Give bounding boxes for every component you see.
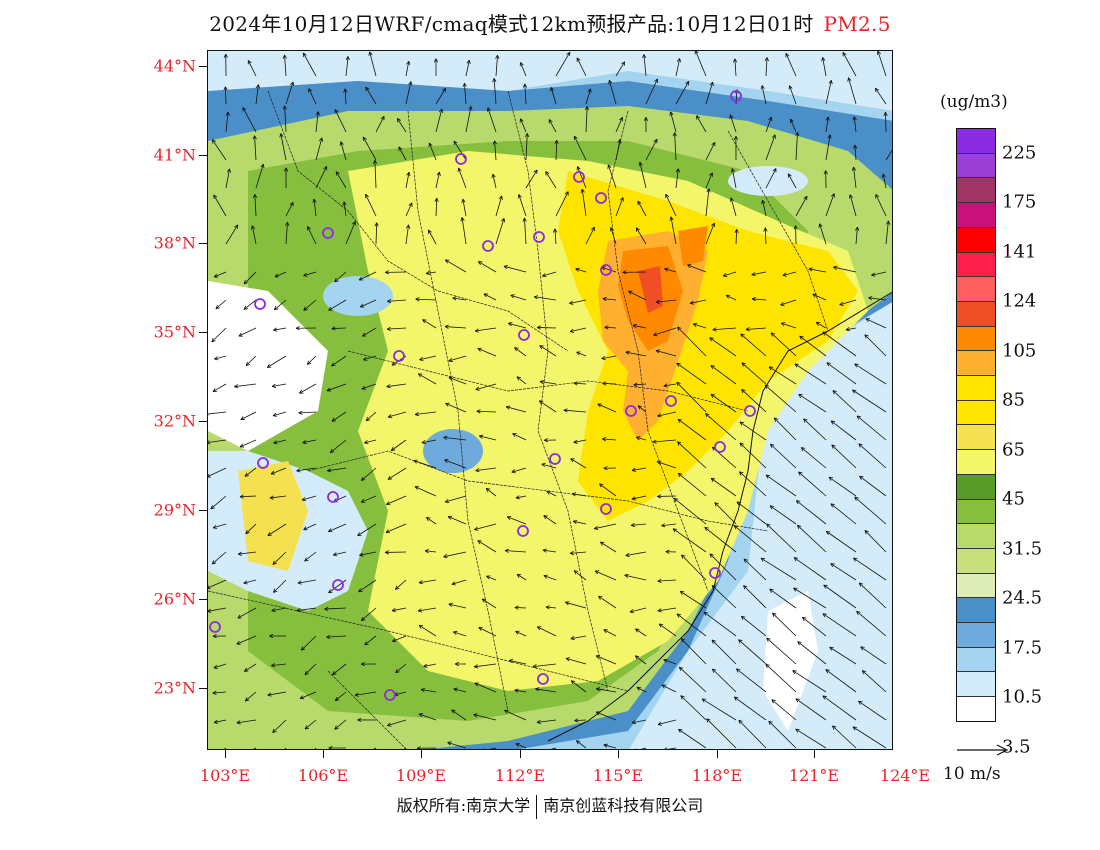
legend-swatch [957,400,995,426]
legend-label: 175 [1002,191,1037,213]
legend-swatch [957,178,995,204]
city-marker-icon [327,491,339,503]
legend-swatch [957,203,995,228]
city-marker-icon [518,329,530,341]
legend-swatch [957,647,995,673]
legend-unit: (ug/m3) [940,92,1008,112]
legend-label: 31.5 [1002,538,1043,560]
color-legend [956,128,996,722]
lat-label-41: 41°N [153,145,196,165]
legend-label: 85 [1002,389,1025,411]
legend-swatch [957,499,995,525]
copyright-divider [536,794,538,819]
legend-swatch [957,326,995,352]
legend-swatch [957,474,995,500]
legend-label: 45 [1002,488,1025,510]
map-canvas [208,51,892,749]
lon-label-112: 112°E [494,766,546,785]
legend-swatch [957,524,995,549]
pm25-concentration-map [207,50,893,750]
city-marker-icon [537,673,549,685]
lon-label-115: 115°E [592,766,644,785]
city-marker-icon [332,579,344,591]
legend-swatch [957,573,995,599]
copyright: 版权所有:南京大学 南京创蓝科技有限公司 [0,792,1100,819]
legend-swatch [957,623,995,648]
lon-label-106: 106°E [297,766,349,785]
legend-label: 17.5 [1002,637,1043,659]
lat-label-32: 32°N [153,411,196,431]
legend-label: 24.5 [1002,587,1043,609]
city-marker-icon [322,227,334,239]
lat-label-29: 29°N [153,500,196,520]
legend-label: 65 [1002,439,1025,461]
city-marker-icon [595,192,607,204]
lon-label-109: 109°E [395,766,447,785]
legend-swatch [957,697,995,721]
copyright-right: 南京创蓝科技有限公司 [543,796,704,815]
city-marker-icon [517,525,529,537]
lon-label-103: 103°E [199,766,251,785]
city-marker-icon [730,90,742,102]
city-marker-icon [665,395,677,407]
lat-label-35: 35°N [153,322,196,342]
city-marker-icon [393,350,405,362]
copyright-left: 版权所有:南京大学 [396,796,531,815]
legend-swatch [957,129,995,154]
legend-swatch [957,450,995,475]
city-marker-icon [709,567,721,579]
lon-label-121: 121°E [788,766,840,785]
city-marker-icon [455,153,467,165]
city-marker-icon [600,264,612,276]
city-marker-icon [549,453,561,465]
legend-swatch [957,277,995,302]
legend-label: 10.5 [1002,686,1043,708]
city-marker-icon [625,405,637,417]
map-title: 2024年10月12日WRF/cmaq模式12km预报产品:10月12日01时 P… [0,8,1100,37]
wind-scale-label: 10 m/s [943,764,1001,784]
legend-swatch [957,598,995,624]
city-marker-icon [257,457,269,469]
title-main: 2024年10月12日WRF/cmaq模式12km预报产品:10月12日01时 [209,12,814,36]
legend-label: 141 [1002,241,1037,263]
city-marker-icon [573,171,585,183]
legend-label: 3.5 [1002,736,1031,758]
legend-swatch [957,153,995,179]
city-marker-icon [714,441,726,453]
city-marker-icon [254,298,266,310]
legend-swatch [957,548,995,574]
legend-swatch [957,252,995,278]
lat-label-26: 26°N [153,589,196,609]
legend-label: 105 [1002,340,1037,362]
lat-label-23: 23°N [153,678,196,698]
city-marker-icon [744,405,756,417]
city-marker-icon [600,503,612,515]
legend-swatch [957,301,995,327]
legend-swatch [957,227,995,253]
city-marker-icon [533,231,545,243]
lat-label-38: 38°N [153,233,196,253]
lat-label-44: 44°N [153,56,196,76]
legend-label: 225 [1002,142,1037,164]
legend-swatch [957,376,995,401]
legend-label: 124 [1002,290,1037,312]
title-pollutant: PM2.5 [823,12,891,36]
legend-swatch [957,351,995,377]
lon-label-124: 124°E [879,766,931,785]
legend-swatch [957,672,995,698]
city-marker-icon [209,621,221,633]
legend-swatch [957,425,995,451]
lon-label-118: 118°E [691,766,743,785]
city-marker-icon [384,689,396,701]
wind-scale-arrow-icon [957,744,1009,756]
city-marker-icon [482,240,494,252]
